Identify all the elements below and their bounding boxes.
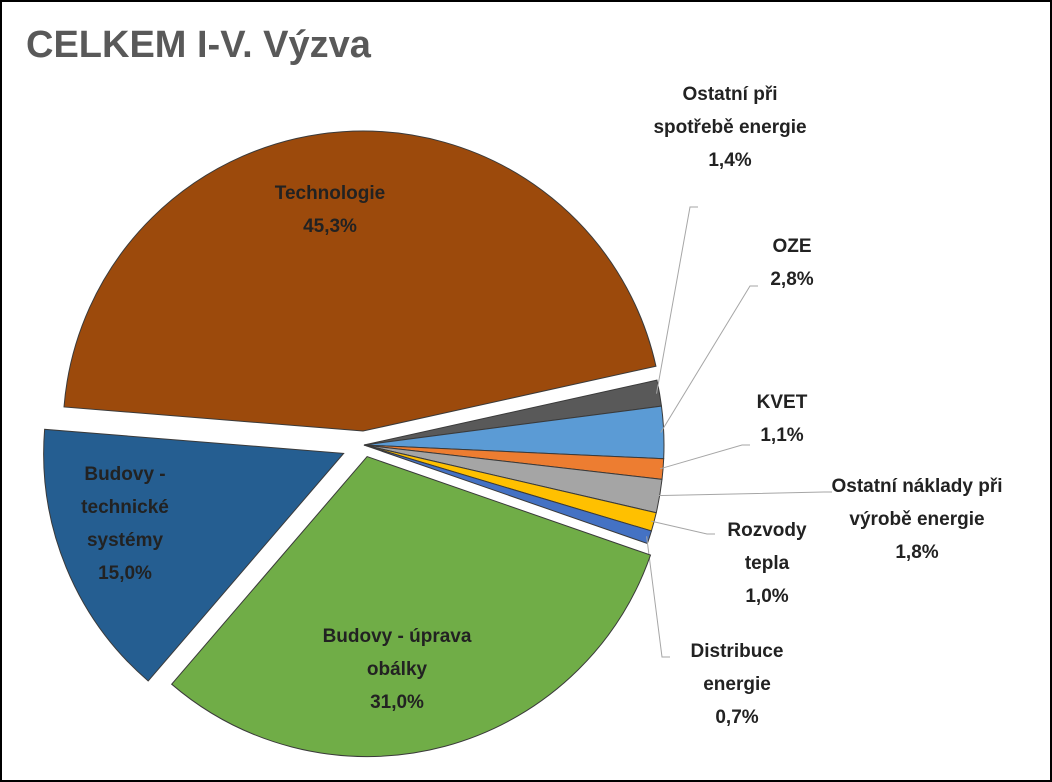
slice-value: 31,0% bbox=[370, 692, 424, 713]
slice-name: KVET bbox=[756, 392, 808, 413]
slice-value: 2,8% bbox=[770, 269, 814, 290]
slice-value: 1,0% bbox=[745, 586, 789, 607]
data-label: Ostatní při spotřebě energie 1,4% bbox=[650, 78, 810, 177]
slice-name: Ostatní náklady při výrobě energie bbox=[831, 476, 1003, 530]
slice-name: Budovy - technické systémy bbox=[81, 464, 169, 551]
slice-value: 0,7% bbox=[715, 707, 759, 728]
pie-slice bbox=[170, 456, 652, 758]
leader-line bbox=[646, 536, 670, 658]
leader-line bbox=[656, 491, 832, 497]
data-label: OZE 2,8% bbox=[742, 230, 842, 296]
slice-name: OZE bbox=[772, 236, 812, 257]
slice-value: 45,3% bbox=[303, 216, 357, 237]
data-label: KVET 1,1% bbox=[732, 386, 832, 452]
pie-slice bbox=[63, 130, 657, 432]
slice-value: 1,4% bbox=[708, 150, 752, 171]
data-label: Technologie 45,3% bbox=[230, 177, 430, 243]
slice-name: Ostatní při spotřebě energie bbox=[653, 84, 807, 138]
slice-name: Rozvody tepla bbox=[727, 520, 807, 574]
leader-line bbox=[650, 520, 715, 535]
chart-title: CELKEM I-V. Výzva bbox=[26, 24, 371, 66]
slice-name: Budovy - úprava obálky bbox=[322, 626, 472, 680]
data-label: Budovy - technické systémy 15,0% bbox=[60, 458, 190, 590]
pie-slice bbox=[43, 428, 345, 682]
slice-value: 15,0% bbox=[98, 563, 152, 584]
data-label: Budovy - úprava obálky 31,0% bbox=[297, 620, 497, 719]
data-label: Rozvody tepla 1,0% bbox=[712, 514, 822, 613]
data-label: Distribuce energie 0,7% bbox=[667, 635, 807, 734]
leader-line bbox=[660, 285, 758, 433]
data-label: Ostatní náklady při výrobě energie 1,8% bbox=[817, 470, 1017, 569]
slice-name: Technologie bbox=[274, 183, 386, 204]
slice-value: 1,1% bbox=[760, 425, 804, 446]
slice-value: 1,8% bbox=[895, 542, 939, 563]
slice-name: Distribuce energie bbox=[690, 641, 784, 695]
leader-line bbox=[659, 444, 750, 470]
leader-line bbox=[656, 206, 698, 394]
